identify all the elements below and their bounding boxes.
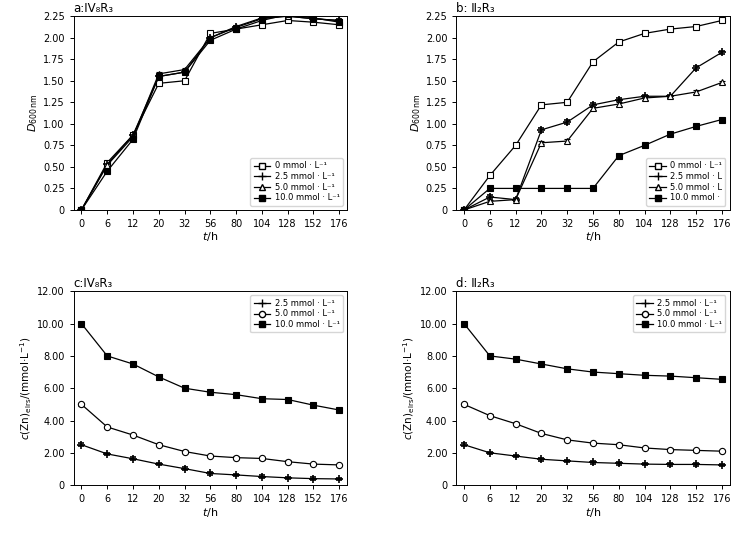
Text: b: Ⅱ₂R₃: b: Ⅱ₂R₃ (456, 2, 495, 15)
X-axis label: $t$/h: $t$/h (202, 506, 218, 519)
Y-axis label: $D_{600\,\rm nm}$: $D_{600\,\rm nm}$ (409, 94, 423, 133)
Text: c:IV₈R₃: c:IV₈R₃ (74, 277, 113, 290)
X-axis label: $t$/h: $t$/h (202, 230, 218, 244)
X-axis label: $t$/h: $t$/h (585, 230, 601, 244)
Y-axis label: $c$(Zn)$_{\rm elrs}$/(mmol·L$^{-1}$): $c$(Zn)$_{\rm elrs}$/(mmol·L$^{-1}$) (402, 336, 417, 440)
Legend: 2.5 mmol · L⁻¹, 5.0 mmol · L⁻¹, 10.0 mmol · L⁻¹: 2.5 mmol · L⁻¹, 5.0 mmol · L⁻¹, 10.0 mmo… (633, 295, 725, 333)
X-axis label: $t$/h: $t$/h (585, 506, 601, 519)
Legend: 0 mmol · L⁻¹, 2.5 mmol · L, 5.0 mmol · L, 10.0 mmol ·: 0 mmol · L⁻¹, 2.5 mmol · L, 5.0 mmol · L… (646, 158, 725, 206)
Text: d: Ⅱ₂R₃: d: Ⅱ₂R₃ (456, 277, 495, 290)
Text: a:IV₈R₃: a:IV₈R₃ (74, 2, 113, 15)
Y-axis label: $c$(Zn)$_{\rm elrs}$/(mmol·L$^{-1}$): $c$(Zn)$_{\rm elrs}$/(mmol·L$^{-1}$) (19, 336, 34, 440)
Legend: 2.5 mmol · L⁻¹, 5.0 mmol · L⁻¹, 10.0 mmol · L⁻¹: 2.5 mmol · L⁻¹, 5.0 mmol · L⁻¹, 10.0 mmo… (251, 295, 343, 333)
Legend: 0 mmol · L⁻¹, 2.5 mmol · L⁻¹, 5.0 mmol · L⁻¹, 10.0 mmol · L⁻¹: 0 mmol · L⁻¹, 2.5 mmol · L⁻¹, 5.0 mmol ·… (251, 158, 343, 206)
Y-axis label: $D_{600\,\rm nm}$: $D_{600\,\rm nm}$ (27, 94, 40, 133)
